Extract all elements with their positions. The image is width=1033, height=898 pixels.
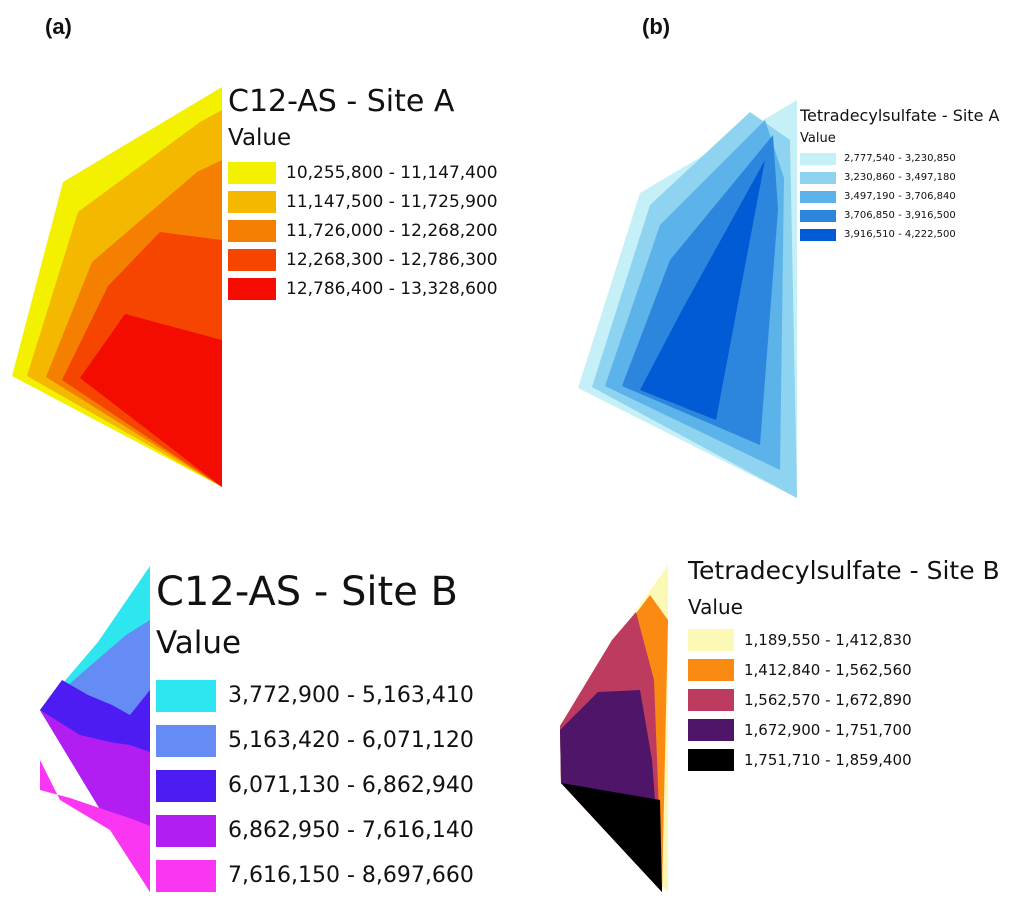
legend-swatch (800, 209, 836, 222)
legend-row: 2,777,540 - 3,230,850 (800, 149, 999, 168)
legend-row: 5,163,420 - 6,071,120 (156, 718, 474, 763)
legend-row: 1,751,710 - 1,859,400 (688, 745, 1000, 775)
legend-swatch (228, 161, 276, 184)
legend-row: 12,786,400 - 13,328,600 (228, 274, 498, 303)
legend-c12-site-b: C12-AS - Site B Value 3,772,900 - 5,163,… (156, 572, 474, 898)
legend-range: 1,562,570 - 1,672,890 (744, 691, 912, 709)
panel-label-a: (a) (45, 14, 72, 39)
legend-range: 2,777,540 - 3,230,850 (844, 153, 956, 164)
legend-row: 3,772,900 - 5,163,410 (156, 673, 474, 718)
legend-row: 12,268,300 - 12,786,300 (228, 245, 498, 274)
legend-range: 10,255,800 - 11,147,400 (286, 162, 498, 183)
legend-row: 1,412,840 - 1,562,560 (688, 655, 1000, 685)
legend-title: Tetradecylsulfate - Site B (688, 556, 1000, 585)
legend-row: 3,230,860 - 3,497,180 (800, 168, 999, 187)
legend-range: 11,147,500 - 11,725,900 (286, 191, 498, 212)
legend-range: 3,772,900 - 5,163,410 (228, 683, 474, 708)
legend-range: 12,786,400 - 13,328,600 (286, 278, 498, 299)
legend-c12-site-a: C12-AS - Site A Value 10,255,800 - 11,14… (228, 87, 498, 303)
legend-value-label: Value (688, 595, 743, 619)
contour-class-5 (640, 160, 765, 420)
legend-row: 10,255,800 - 11,147,400 (228, 158, 498, 187)
legend-row: 1,672,900 - 1,751,700 (688, 715, 1000, 745)
legend-swatch (688, 629, 734, 651)
legend-range: 1,751,710 - 1,859,400 (744, 751, 912, 769)
legend-tds-site-a: Tetradecylsulfate - Site A Value 2,777,5… (800, 108, 999, 244)
legend-tds-site-b: Tetradecylsulfate - Site B Value 1,189,5… (688, 558, 1000, 775)
map-c12-site-b (40, 566, 150, 892)
contour-class-5 (40, 760, 150, 892)
legend-range: 11,726,000 - 12,268,200 (286, 220, 498, 241)
map-tds-site-b (560, 565, 668, 892)
legend-swatch (800, 190, 836, 203)
legend-range: 5,163,420 - 6,071,120 (228, 728, 474, 753)
legend-row: 11,147,500 - 11,725,900 (228, 187, 498, 216)
map-c12-site-a (12, 87, 222, 487)
legend-range: 1,412,840 - 1,562,560 (744, 661, 912, 679)
legend-range: 3,706,850 - 3,916,500 (844, 210, 956, 221)
legend-range: 1,189,550 - 1,412,830 (744, 631, 912, 649)
legend-value-label: Value (228, 125, 292, 151)
legend-row: 3,706,850 - 3,916,500 (800, 206, 999, 225)
legend-swatch (688, 719, 734, 741)
legend-range: 12,268,300 - 12,786,300 (286, 249, 498, 270)
legend-swatch (800, 152, 836, 165)
legend-swatch (800, 171, 836, 184)
legend-swatch (800, 228, 836, 241)
legend-row: 11,726,000 - 12,268,200 (228, 216, 498, 245)
legend-range: 7,616,150 - 8,697,660 (228, 863, 474, 888)
legend-row: 3,497,190 - 3,706,840 (800, 187, 999, 206)
legend-swatch (688, 689, 734, 711)
legend-swatch (156, 769, 216, 802)
legend-range: 6,862,950 - 7,616,140 (228, 818, 474, 843)
legend-swatch (228, 277, 276, 300)
legend-value-label: Value (800, 131, 836, 146)
legend-range: 3,230,860 - 3,497,180 (844, 172, 956, 183)
legend-range: 3,497,190 - 3,706,840 (844, 191, 956, 202)
legend-range: 1,672,900 - 1,751,700 (744, 721, 912, 739)
legend-swatch (228, 219, 276, 242)
legend-swatch (688, 659, 734, 681)
legend-swatch (228, 190, 276, 213)
legend-row: 7,616,150 - 8,697,660 (156, 853, 474, 898)
legend-swatch (228, 248, 276, 271)
contour-class-5 (80, 314, 222, 487)
legend-title: C12-AS - Site A (228, 84, 455, 119)
contour-class-5 (561, 783, 662, 892)
panel-label-b: (b) (642, 14, 671, 39)
legend-range: 3,916,510 - 4,222,500 (844, 229, 956, 240)
legend-row: 1,562,570 - 1,672,890 (688, 685, 1000, 715)
legend-swatch (156, 679, 216, 712)
legend-title: Tetradecylsulfate - Site A (800, 106, 1000, 125)
legend-title: C12-AS - Site B (156, 569, 458, 615)
legend-row: 6,071,130 - 6,862,940 (156, 763, 474, 808)
legend-row: 6,862,950 - 7,616,140 (156, 808, 474, 853)
legend-range: 6,071,130 - 6,862,940 (228, 773, 474, 798)
legend-swatch (156, 814, 216, 847)
legend-row: 1,189,550 - 1,412,830 (688, 625, 1000, 655)
legend-value-label: Value (156, 625, 242, 661)
legend-swatch (688, 749, 734, 771)
map-tds-site-a (578, 100, 797, 498)
legend-swatch (156, 724, 216, 757)
legend-swatch (156, 859, 216, 892)
legend-row: 3,916,510 - 4,222,500 (800, 225, 999, 244)
